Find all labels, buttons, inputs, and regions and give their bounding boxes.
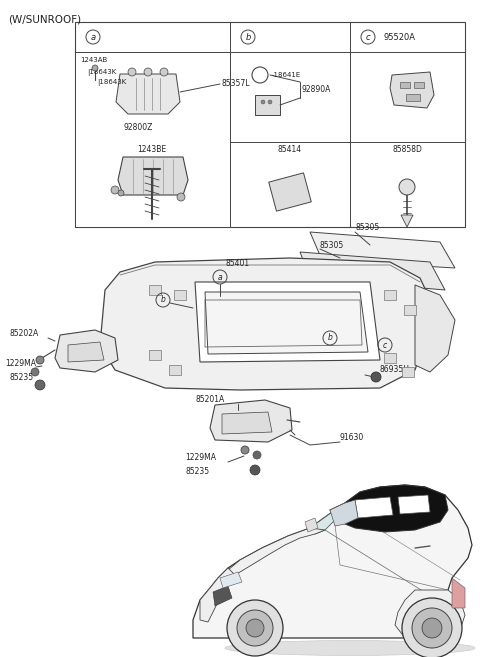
Circle shape xyxy=(227,600,283,656)
Polygon shape xyxy=(210,400,292,442)
Text: |18643K: |18643K xyxy=(97,78,126,85)
Text: c: c xyxy=(383,340,387,350)
Circle shape xyxy=(253,451,261,459)
Text: 85357L: 85357L xyxy=(222,79,251,89)
Text: (W/SUNROOF): (W/SUNROOF) xyxy=(8,14,81,24)
Circle shape xyxy=(422,618,442,638)
Circle shape xyxy=(160,68,168,76)
Circle shape xyxy=(268,100,272,104)
Text: c: c xyxy=(366,32,370,41)
Circle shape xyxy=(399,179,415,195)
Polygon shape xyxy=(195,282,380,362)
Polygon shape xyxy=(100,258,435,390)
Text: a: a xyxy=(218,273,222,281)
Text: 91630: 91630 xyxy=(340,434,364,443)
Polygon shape xyxy=(415,285,455,372)
Polygon shape xyxy=(395,590,465,638)
Text: a: a xyxy=(90,32,96,41)
Ellipse shape xyxy=(225,641,475,656)
Circle shape xyxy=(237,610,273,646)
Circle shape xyxy=(261,100,265,104)
Text: 85202A: 85202A xyxy=(10,328,39,338)
Text: 85235: 85235 xyxy=(10,373,34,382)
Polygon shape xyxy=(116,74,180,114)
Bar xyxy=(414,82,424,88)
Circle shape xyxy=(144,68,152,76)
Circle shape xyxy=(31,368,39,376)
Text: 85305: 85305 xyxy=(320,240,344,250)
Bar xyxy=(406,94,420,101)
Text: 1229MA: 1229MA xyxy=(5,359,36,367)
Polygon shape xyxy=(169,365,181,375)
Bar xyxy=(400,82,410,88)
Text: b: b xyxy=(327,334,333,342)
Circle shape xyxy=(118,190,124,196)
Text: 92890A: 92890A xyxy=(302,85,331,95)
Polygon shape xyxy=(118,157,188,195)
Circle shape xyxy=(371,372,381,382)
Polygon shape xyxy=(149,285,161,295)
Polygon shape xyxy=(330,500,358,526)
Circle shape xyxy=(252,67,268,83)
Polygon shape xyxy=(384,290,396,300)
Polygon shape xyxy=(174,290,186,300)
Polygon shape xyxy=(68,342,104,362)
Text: 85235: 85235 xyxy=(185,468,209,476)
Text: 1243AB: 1243AB xyxy=(80,57,107,63)
Polygon shape xyxy=(255,95,280,115)
Text: 85401: 85401 xyxy=(225,258,249,267)
Text: 86935H: 86935H xyxy=(380,365,410,374)
Text: b: b xyxy=(161,296,166,304)
Circle shape xyxy=(35,380,45,390)
Polygon shape xyxy=(228,528,325,575)
Circle shape xyxy=(250,465,260,475)
Text: -18641E: -18641E xyxy=(272,72,301,78)
Polygon shape xyxy=(310,503,345,534)
Polygon shape xyxy=(330,485,448,532)
Text: 92800Z: 92800Z xyxy=(123,122,153,131)
Bar xyxy=(75,22,465,227)
Text: 85858D: 85858D xyxy=(392,145,422,154)
Text: 85305: 85305 xyxy=(355,223,379,233)
Polygon shape xyxy=(404,305,416,315)
Text: 85201A: 85201A xyxy=(195,396,224,405)
Polygon shape xyxy=(452,578,465,608)
Circle shape xyxy=(412,608,452,648)
Polygon shape xyxy=(222,412,272,434)
Circle shape xyxy=(128,68,136,76)
Text: 85414: 85414 xyxy=(278,145,302,154)
Text: 1229MA: 1229MA xyxy=(185,453,216,463)
Bar xyxy=(75,52,230,227)
Polygon shape xyxy=(355,497,393,518)
Text: 95520A: 95520A xyxy=(384,32,416,41)
Text: |18643K: |18643K xyxy=(87,68,116,76)
Polygon shape xyxy=(269,173,311,211)
Circle shape xyxy=(402,598,462,657)
Polygon shape xyxy=(300,252,445,290)
Polygon shape xyxy=(398,495,430,514)
Circle shape xyxy=(36,356,44,364)
Polygon shape xyxy=(205,292,368,354)
Circle shape xyxy=(92,65,98,71)
Polygon shape xyxy=(55,330,118,372)
Polygon shape xyxy=(401,215,413,227)
Circle shape xyxy=(241,446,249,454)
Circle shape xyxy=(177,193,185,201)
Polygon shape xyxy=(200,568,235,622)
Polygon shape xyxy=(220,572,242,588)
Polygon shape xyxy=(384,353,396,363)
Text: 1243BE: 1243BE xyxy=(137,145,167,154)
Circle shape xyxy=(111,186,119,194)
Polygon shape xyxy=(390,72,434,108)
Polygon shape xyxy=(402,367,414,377)
Polygon shape xyxy=(213,586,232,606)
Polygon shape xyxy=(305,518,318,532)
Text: b: b xyxy=(245,32,251,41)
Polygon shape xyxy=(193,485,472,638)
Circle shape xyxy=(246,619,264,637)
Polygon shape xyxy=(310,232,455,268)
Polygon shape xyxy=(149,350,161,360)
